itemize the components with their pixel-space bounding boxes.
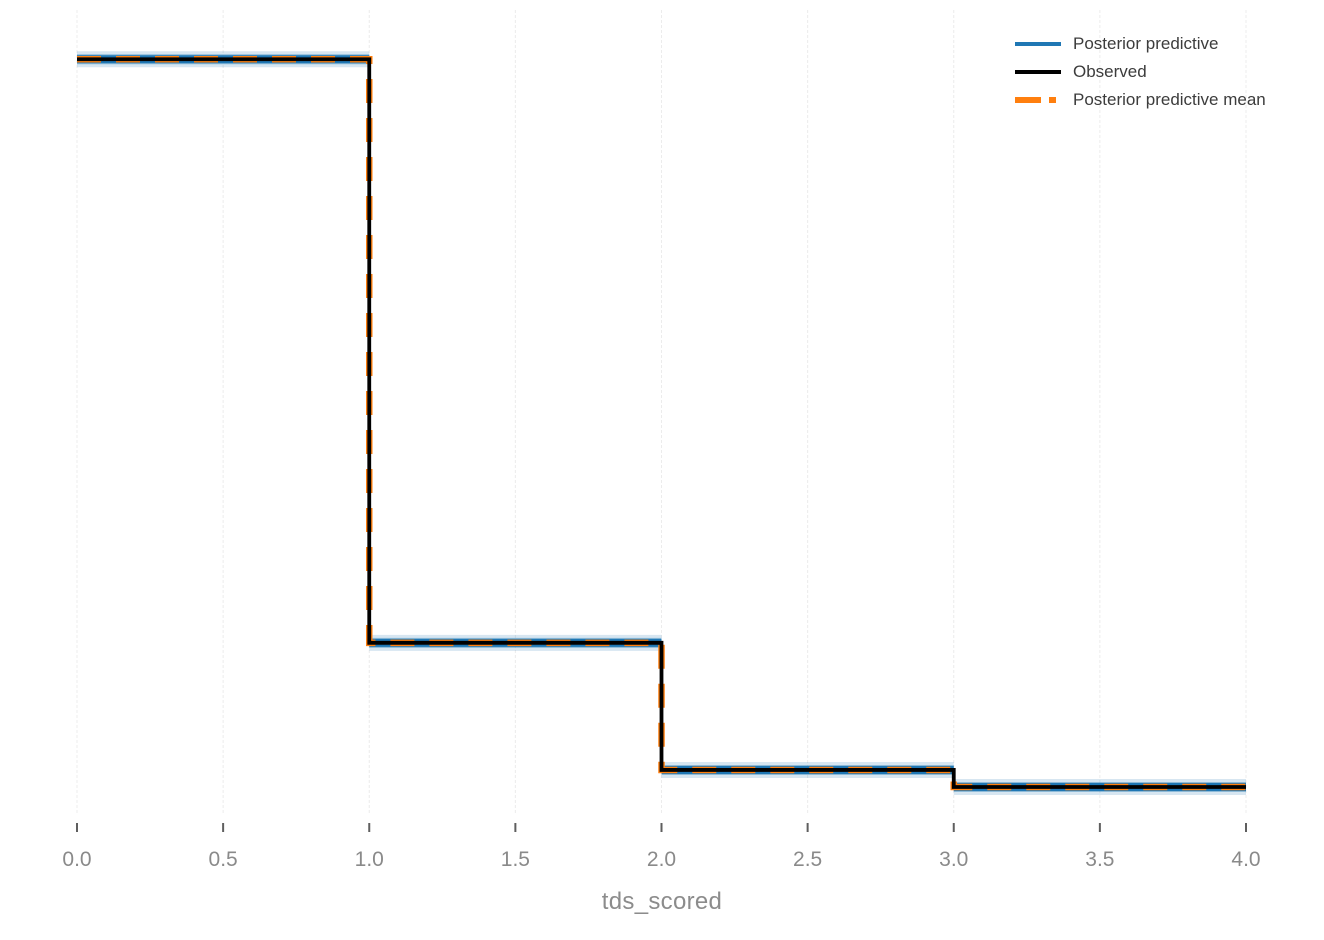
legend-swatch-observed-icon	[1015, 70, 1061, 74]
legend-label-observed: Observed	[1073, 62, 1147, 81]
legend-label-posterior-predictive: Posterior predictive	[1073, 34, 1219, 53]
x-tick-label: 0.0	[62, 848, 91, 871]
legend-item-posterior-predictive: Posterior predictive	[1013, 30, 1266, 58]
legend-item-observed: Observed	[1013, 58, 1266, 86]
x-tick-label: 3.0	[939, 848, 968, 871]
x-tick-label: 4.0	[1231, 848, 1260, 871]
x-tick-label: 2.0	[647, 848, 676, 871]
legend: Posterior predictive Observed Posterior …	[1013, 30, 1266, 114]
x-axis-title: tds_scored	[601, 888, 723, 915]
x-tick-label: 3.5	[1085, 848, 1114, 871]
observed-line	[77, 57, 1246, 789]
x-tick-label: 1.0	[355, 848, 384, 871]
x-tick-label: 2.5	[793, 848, 822, 871]
x-axis-tick-labels: 0.0 0.5 1.0 1.5 2.0 2.5 3.0 3.5 4.0	[62, 848, 1260, 871]
x-tick-label: 1.5	[501, 848, 530, 871]
x-tick-label: 0.5	[209, 848, 238, 871]
x-axis-ticks	[76, 823, 1247, 832]
legend-swatch-posterior-predictive-icon	[1015, 42, 1061, 46]
legend-item-posterior-predictive-mean: Posterior predictive mean	[1013, 86, 1266, 114]
legend-label-posterior-predictive-mean: Posterior predictive mean	[1073, 90, 1266, 109]
legend-swatch-posterior-predictive-mean-icon	[1015, 97, 1061, 103]
